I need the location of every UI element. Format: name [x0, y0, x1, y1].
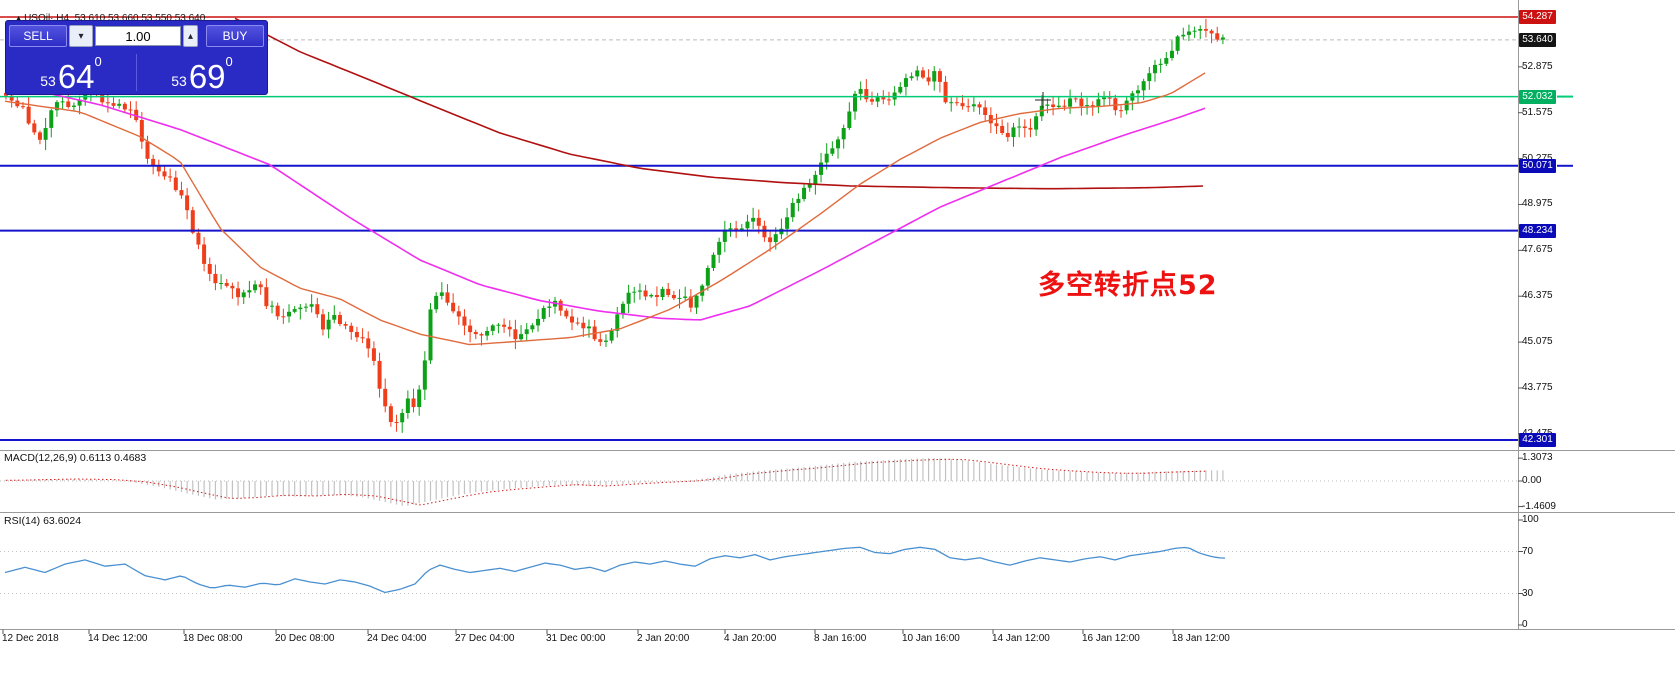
price-tick-label: 43.775: [1522, 381, 1553, 393]
time-tick-label: 24 Dec 04:00: [367, 633, 427, 644]
time-tick-label: 14 Jan 12:00: [992, 633, 1050, 644]
sell-price-display[interactable]: 53 64 0: [6, 49, 136, 96]
volume-increase-button[interactable]: ▴: [183, 25, 198, 47]
macd-tick-label: -1.4609: [1522, 500, 1556, 512]
sell-button[interactable]: SELL: [9, 25, 67, 47]
buy-price-pipette: 0: [225, 54, 233, 69]
symbol-marker-icon: ▲: [15, 15, 23, 22]
price-flag-label: 53.640: [1519, 32, 1556, 47]
time-tick-label: 18 Jan 12:00: [1172, 633, 1230, 644]
price-tick-label: 50.275: [1522, 153, 1553, 165]
rsi-tick-label: 70: [1522, 545, 1534, 557]
trade-panel-quotes: 53 64 0 53 69 0: [6, 49, 267, 96]
time-tick-label: 12 Dec 2018: [2, 633, 59, 644]
sell-price-whole: 53: [40, 73, 56, 89]
buy-price-whole: 53: [171, 73, 187, 89]
time-tick-label: 14 Dec 12:00: [88, 633, 148, 644]
ma-slow-line: [234, 17, 1204, 190]
price-tick-label: 48.975: [1522, 198, 1553, 210]
rsi-tick-label: 0: [1522, 619, 1528, 630]
rsi-tick-label: 100: [1522, 514, 1539, 525]
time-tick-label: 27 Dec 04:00: [455, 633, 515, 644]
volume-input[interactable]: [95, 26, 181, 46]
macd-signal-line: [6, 458, 1207, 506]
price-flag-label: 52.032: [1519, 89, 1556, 104]
time-tick-label: 20 Dec 08:00: [275, 633, 335, 644]
macd-tick-label: 0.00: [1522, 475, 1542, 486]
time-tick-label: 10 Jan 16:00: [902, 633, 960, 644]
price-flag-label: 42.301: [1519, 432, 1556, 447]
sell-price-pips: 64: [57, 57, 95, 95]
price-tick-label: 45.075: [1522, 336, 1553, 348]
one-click-trading-panel: SELL ▾ ▴ BUY 53 64 0 53 69 0: [5, 20, 268, 95]
macd-indicator-label: MACD(12,26,9) 0.6113 0.4683: [4, 452, 147, 464]
price-divider: [136, 54, 137, 91]
ma-mid-line: [4, 82, 1206, 321]
trade-panel-controls: SELL ▾ ▴ BUY: [6, 21, 267, 49]
price-flag-label: 54.287: [1519, 10, 1556, 24]
macd-histogram: [5, 458, 1224, 506]
time-tick-label: 8 Jan 16:00: [814, 633, 867, 644]
rsi-line: [4, 546, 1226, 594]
buy-price-pips: 69: [188, 57, 226, 95]
time-tick-label: 2 Jan 20:00: [637, 633, 690, 644]
time-tick-label: 31 Dec 00:00: [546, 633, 606, 644]
symbol-info: ▲ USOil·,H4 53.610 53.660 53.550 53.640: [4, 2, 205, 35]
sell-price-pipette: 0: [94, 54, 102, 69]
buy-button[interactable]: BUY: [206, 25, 264, 47]
price-tick-label: 51.575: [1522, 106, 1553, 118]
rsi-tick-label: 30: [1522, 587, 1534, 599]
macd-tick-label: 1.3073: [1522, 452, 1553, 464]
price-tick-label: 52.875: [1522, 60, 1553, 72]
buy-price-display[interactable]: 53 69 0: [137, 49, 267, 96]
price-flag-label: 48.234: [1519, 223, 1556, 238]
price-flag-label: 50.071: [1519, 158, 1556, 173]
time-tick-label: 16 Jan 12:00: [1082, 633, 1140, 644]
chart-annotation: 多空转折点52: [1038, 270, 1218, 301]
volume-decrease-button[interactable]: ▾: [69, 25, 93, 47]
time-tick-label: 4 Jan 20:00: [724, 633, 777, 644]
ma-fast-line: [4, 72, 1206, 346]
rsi-indicator-label: RSI(14) 63.6024: [4, 515, 82, 527]
price-tick-label: 47.675: [1522, 244, 1553, 256]
time-tick-label: 18 Dec 08:00: [183, 633, 243, 644]
price-tick-label: 46.375: [1522, 290, 1553, 302]
symbol-ohlc-text: USOil·,H4 53.610 53.660 53.550 53.640: [24, 13, 206, 24]
